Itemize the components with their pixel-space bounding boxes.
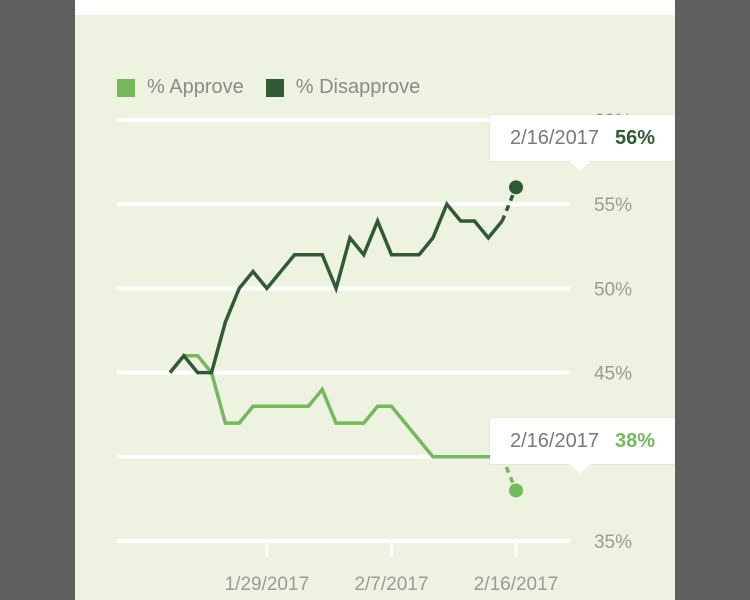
- legend-swatch-approve: [117, 78, 135, 97]
- tooltip-approve-date: 2/16/2017: [510, 429, 599, 452]
- tooltip-disapprove-date: 2/16/2017: [510, 126, 599, 149]
- legend: % Approve % Disapprove: [117, 76, 442, 99]
- y-tick-label-55: 55%: [594, 195, 632, 216]
- series-line-approve: [168, 354, 503, 459]
- x-tick-label-29: 1/29/2017: [225, 574, 310, 595]
- tooltip-approve-pointer: [570, 464, 590, 474]
- legend-item-approve[interactable]: % Approve: [117, 76, 244, 99]
- y-tick-label-35: 35%: [594, 532, 632, 553]
- y-tick-label-50: 50%: [594, 279, 632, 300]
- series-endpoint-disapprove: [509, 180, 523, 195]
- chart-panel: [75, 0, 675, 600]
- top-white-strip: [75, 0, 675, 15]
- tooltip-approve: 2/16/2017 38%: [490, 418, 676, 474]
- tooltip-disapprove: 2/16/2017 56%: [490, 115, 676, 171]
- tooltip-disapprove-pointer: [570, 161, 590, 171]
- x-tick-label-47: 2/16/2017: [474, 574, 559, 595]
- legend-swatch-disapprove: [265, 78, 284, 97]
- y-tick-label-45: 45%: [594, 364, 632, 385]
- tooltip-approve-value: 38%: [614, 429, 656, 452]
- legend-label-disapprove: % Disapprove: [295, 76, 421, 98]
- x-tick-label-38: 2/7/2017: [354, 574, 428, 595]
- legend-item-disapprove[interactable]: % Disapprove: [265, 76, 421, 99]
- series-endpoint-approve: [509, 483, 523, 498]
- series-line-disapprove: [168, 200, 504, 375]
- tooltip-disapprove-value: 56%: [614, 126, 656, 149]
- legend-label-approve: % Approve: [147, 76, 244, 98]
